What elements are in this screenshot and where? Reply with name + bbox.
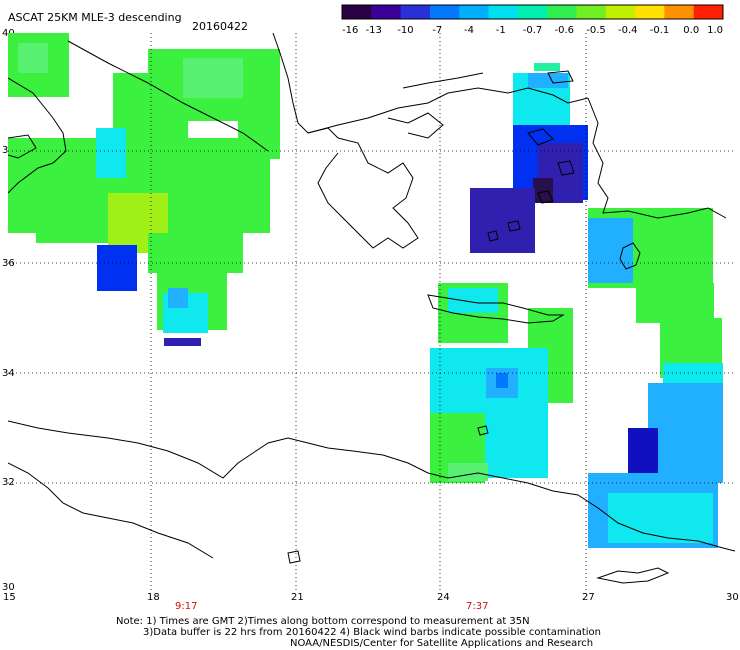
- colorbar-tick-label: 1.0: [707, 25, 723, 36]
- colorbar-swatch: [400, 5, 431, 19]
- map-title: ASCAT 25KM MLE-3 descending: [8, 11, 182, 24]
- colorbar-swatch: [547, 5, 577, 19]
- colorbar-swatch: [693, 5, 724, 19]
- lon-label-27: 27: [582, 592, 595, 603]
- note-line-3: NOAA/NESDIS/Center for Satellite Applica…: [290, 638, 594, 649]
- colorbar-tick-label: -0.5: [586, 25, 606, 36]
- colorbar: -16 -13 -10 -7 -4 -1 -0.7 -0.6 -0.5 -0.4 -0.1 0.0 1.…: [341, 4, 724, 36]
- lon-label-30: 30: [726, 592, 739, 603]
- map-panel: [8, 33, 735, 591]
- colorbar-tick-label: -0.7: [523, 25, 543, 36]
- colorbar-swatch: [576, 5, 607, 19]
- colorbar-swatch: [664, 5, 695, 19]
- colorbar-swatch: [605, 5, 636, 19]
- lat-label-30: 30: [2, 582, 15, 593]
- colorbar-tick-label: -1: [496, 25, 506, 36]
- note-line-1: Note: 1) Times are GMT 2)Times along bot…: [116, 616, 530, 627]
- pass-time-2: 7:37: [466, 601, 489, 612]
- lat-label-34: 34: [2, 368, 15, 379]
- colorbar-tick-label: -10: [397, 25, 413, 36]
- coastlines: [8, 33, 735, 584]
- lat-label-36: 36: [2, 258, 15, 269]
- colorbar-tick-label: -0.4: [618, 25, 638, 36]
- colorbar-tick-label: -13: [366, 25, 382, 36]
- lon-label-18: 18: [147, 592, 160, 603]
- lon-label-15: 15: [3, 592, 16, 603]
- colorbar-tick-label: -4: [464, 25, 474, 36]
- grid: [8, 33, 735, 591]
- note-line-2: 3)Data buffer is 22 hrs from 20160422 4)…: [143, 627, 601, 638]
- colorbar-swatch: [488, 5, 519, 19]
- colorbar-swatch: [635, 5, 665, 19]
- lon-label-21: 21: [291, 592, 304, 603]
- colorbar-tick-label: -7: [432, 25, 442, 36]
- map-date: 20160422: [192, 20, 248, 33]
- colorbar-swatch: [429, 5, 460, 19]
- colorbar-tick-label: 0.0: [683, 25, 699, 36]
- colorbar-tick-label: -0.1: [650, 25, 670, 36]
- pass-time-1: 9:17: [175, 601, 198, 612]
- colorbar-swatch: [371, 5, 402, 19]
- colorbar-swatch: [459, 5, 490, 19]
- swath-east: [588, 208, 723, 548]
- swath-aegean: [470, 63, 588, 253]
- swath-central: [430, 283, 573, 483]
- colorbar-tick-label: -0.6: [554, 25, 574, 36]
- colorbar-tick-label: -16: [342, 25, 358, 36]
- lat-label-32: 32: [2, 477, 15, 488]
- swath-west: [8, 33, 280, 346]
- colorbar-swatch: [342, 5, 372, 19]
- colorbar-swatch: [517, 5, 548, 19]
- lon-label-24: 24: [437, 592, 450, 603]
